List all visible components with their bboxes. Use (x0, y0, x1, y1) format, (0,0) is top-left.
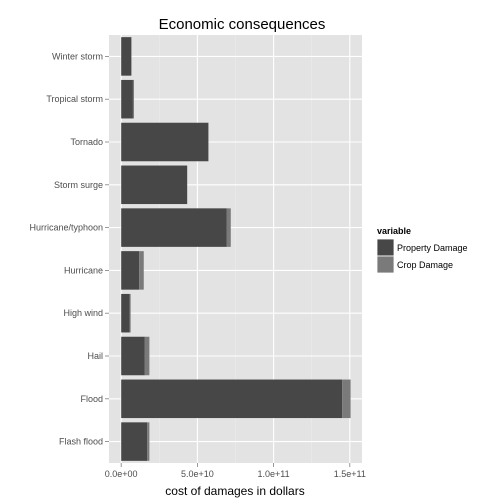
bar-hail-property-damage (121, 337, 145, 376)
legend-label-crop-damage: Crop Damage (397, 260, 453, 270)
bar-tornado-crop-damage (208, 123, 209, 162)
y-tick-label: Hurricane (64, 265, 103, 275)
x-tick-label: 0.0e+00 (105, 469, 138, 479)
bar-tropical-storm-crop-damage (133, 80, 134, 119)
x-tick-label: 5.0e+10 (181, 469, 214, 479)
legend-key-property-damage (377, 239, 394, 256)
x-axis-ticks: 0.0e+00 5.0e+10 1.0e+11 1.5e+11 (105, 463, 366, 479)
bar-flash-flood-property-damage (121, 422, 147, 461)
y-tick-label: Tropical storm (46, 94, 103, 104)
bar-winter-storm-property-damage (121, 37, 131, 76)
x-tick-label: 1.0e+11 (258, 469, 290, 479)
y-tick-label: Hurricane/typhoon (29, 223, 103, 233)
bar-high-wind-crop-damage (130, 294, 131, 333)
y-tick-label: High wind (63, 308, 103, 318)
legend-label-property-damage: Property Damage (397, 243, 468, 253)
bar-hurricane-typhoon-property-damage (121, 208, 227, 247)
bar-hurricane-property-damage (121, 251, 139, 290)
bar-storm-surge-property-damage (121, 166, 187, 205)
y-tick-label: Tornado (70, 137, 103, 147)
bar-tornado-property-damage (121, 123, 208, 162)
y-axis-ticks: Flash flood Flood Hail High wind Hurricane Hu… (29, 51, 109, 446)
legend-title: variable (377, 226, 411, 236)
bar-flood-property-damage (121, 380, 342, 419)
chart-title: Economic consequences (159, 16, 326, 33)
bar-high-wind-property-damage (121, 294, 129, 333)
bar-tropical-storm-property-damage (121, 80, 133, 119)
y-tick-label: Flash flood (59, 437, 103, 447)
x-tick-label: 1.5e+11 (334, 469, 366, 479)
x-axis-title: cost of damages in dollars (165, 484, 304, 498)
y-tick-label: Storm surge (54, 180, 103, 190)
legend: variable Property Damage Crop Damage (377, 226, 468, 273)
bar-hurricane-typhoon-crop-damage (227, 208, 231, 247)
bar-hail-crop-damage (145, 337, 150, 376)
y-tick-label: Winter storm (52, 51, 103, 61)
bar-flood-crop-damage (342, 380, 350, 419)
y-tick-label: Flood (80, 394, 103, 404)
bar-hurricane-crop-damage (139, 251, 144, 290)
bar-flash-flood-crop-damage (147, 422, 149, 461)
y-tick-label: Hail (87, 351, 103, 361)
legend-key-crop-damage (377, 256, 394, 273)
